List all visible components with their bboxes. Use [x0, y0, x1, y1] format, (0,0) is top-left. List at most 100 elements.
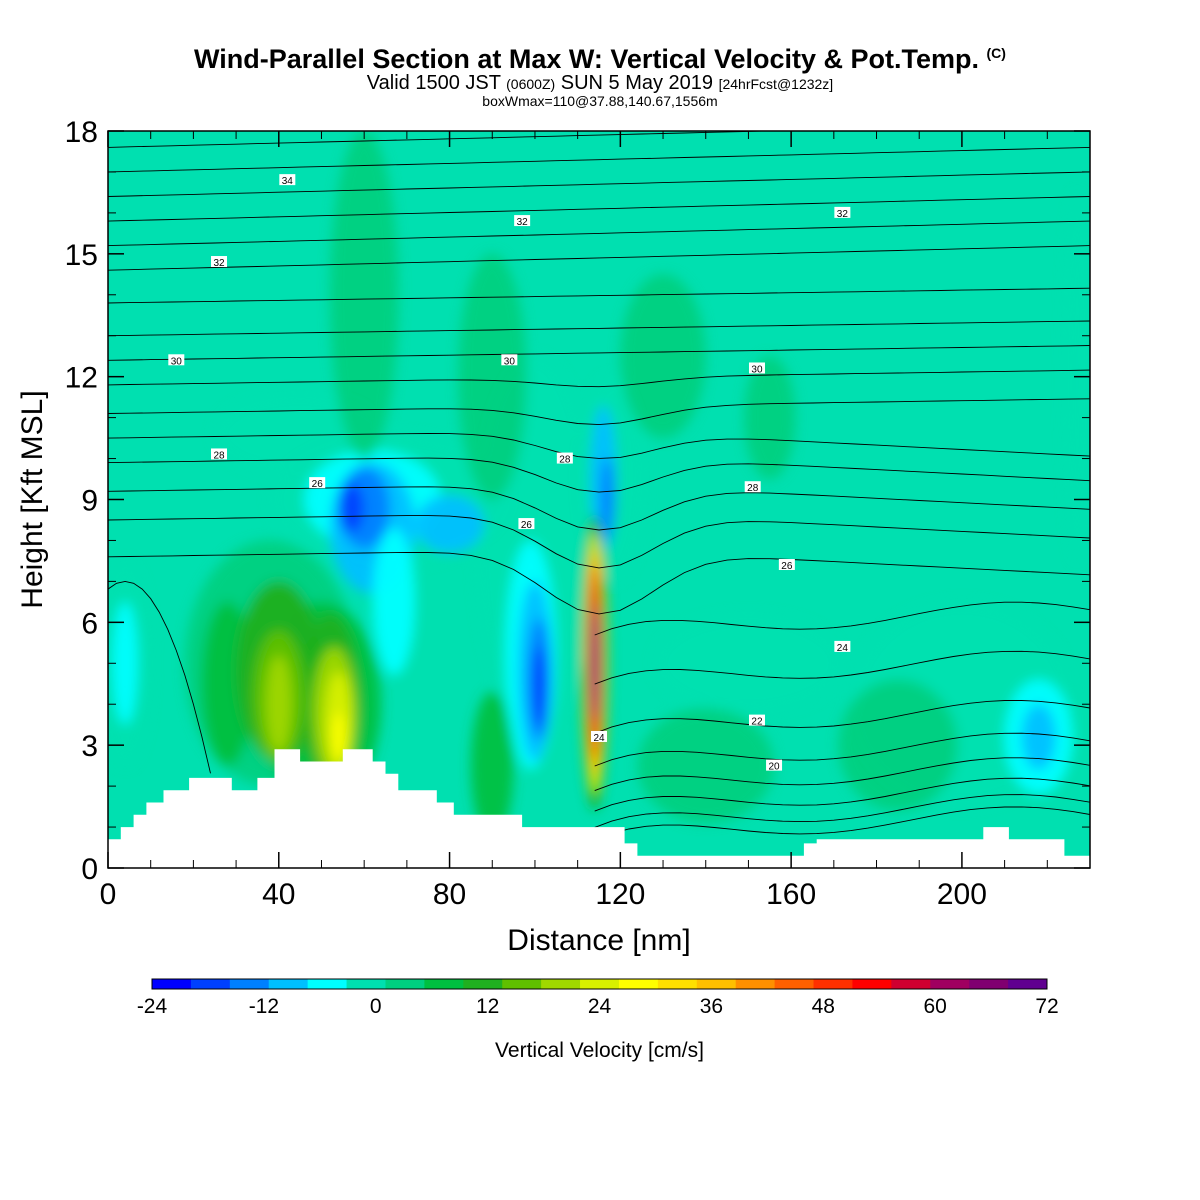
velocity-cell — [1021, 704, 1056, 770]
contour-label: 20 — [768, 762, 780, 773]
contour-label-box — [778, 559, 795, 571]
contour-label-box — [168, 354, 185, 366]
contour-label: 28 — [747, 483, 759, 494]
velocity-cell — [600, 458, 615, 541]
theta-contour-line — [108, 146, 1090, 173]
theta-contour-line — [108, 287, 1090, 304]
x-tick-label: 120 — [595, 878, 645, 911]
velocity-cell — [838, 679, 958, 811]
contour-label-box — [279, 174, 296, 186]
colorbar-swatch — [969, 979, 1009, 989]
colorbar-frame — [151, 978, 1048, 990]
theta-contour-line — [108, 457, 1090, 493]
x-tick-label: 40 — [262, 878, 295, 911]
chart-title: Wind-Parallel Section at Max W: Vertical… — [0, 44, 1200, 75]
velocity-cell — [620, 274, 706, 439]
theta-contour-line — [594, 757, 1090, 792]
colorbar-swatch — [385, 979, 425, 989]
colorbar-tick-label: 48 — [812, 995, 835, 1018]
terrain-mask — [108, 749, 1090, 868]
velocity-cell — [458, 253, 527, 500]
colorbar-swatch — [774, 979, 815, 989]
colorbar-swatch — [930, 979, 970, 989]
y-tick-label: 3 — [81, 730, 98, 763]
velocity-cell — [470, 691, 514, 840]
colorbar-tick-label: -12 — [249, 995, 279, 1018]
contour-label-box — [518, 518, 535, 530]
velocity-field: 34 32 32 32 30 30 30 28 28 28 26 26 26 24 24 22 20 — [108, 131, 1090, 868]
theta-contour-line — [594, 732, 1090, 767]
boxwmax-info: boxWmax=110@37.88,140.67,1556m — [482, 93, 718, 109]
colorbar-tick-label: 36 — [700, 995, 723, 1018]
colorbar-tick-label: 24 — [588, 995, 612, 1018]
theta-contour-line — [108, 196, 1090, 222]
velocity-cell — [372, 528, 416, 676]
theta-contour-line — [594, 650, 1090, 685]
contour-label-box — [834, 206, 851, 218]
velocity-cell — [415, 495, 484, 553]
x-axis-label: Distance [nm] — [507, 924, 690, 957]
contour-label: 26 — [521, 520, 533, 531]
theta-contour-line — [108, 345, 1090, 361]
contour-label-box — [748, 714, 765, 726]
colorbar-swatch — [307, 979, 348, 989]
colorbar-tick-label: 60 — [923, 995, 946, 1018]
velocity-cell — [112, 601, 138, 725]
theta-contour-line — [108, 486, 1090, 531]
colorbar-swatch — [735, 979, 776, 989]
theta-contour-line — [108, 580, 211, 774]
colorbar-tick-label: 0 — [370, 995, 382, 1018]
velocity-cell — [654, 614, 843, 713]
colorbar-swatch — [541, 979, 581, 989]
y-tick-label: 18 — [65, 116, 98, 149]
theta-contour-line — [108, 398, 1090, 426]
colorbar-swatch — [502, 979, 542, 989]
theta-contour-line — [108, 171, 1090, 197]
contour-label-box — [591, 730, 607, 742]
contour-label: 28 — [213, 450, 225, 461]
colorbar-swatch — [618, 979, 659, 989]
theta-contour-line — [594, 700, 1090, 734]
contour-label: 24 — [593, 733, 605, 744]
contour-label: 32 — [517, 217, 529, 228]
velocity-blobs — [108, 131, 1090, 840]
y-tick-label: 12 — [65, 362, 98, 395]
contour-label: 30 — [171, 356, 183, 367]
y-tick-label: 15 — [65, 239, 98, 272]
x-tick-label: 0 — [100, 878, 117, 911]
theta-contour-line — [108, 369, 1090, 388]
contour-label: 26 — [312, 479, 324, 490]
theta-contour-line — [108, 245, 1090, 271]
contour-label: 30 — [504, 356, 516, 367]
valid-time: Valid 1500 JST — [366, 72, 501, 94]
colorbar-swatch — [346, 979, 386, 989]
contour-label-box — [766, 759, 783, 771]
contour-label: 28 — [559, 455, 571, 466]
contour-label-box — [211, 448, 228, 460]
x-tick-label: 160 — [766, 878, 816, 911]
colorbar-swatch — [657, 979, 698, 989]
colorbar-swatch — [190, 979, 231, 989]
contour-label-box — [309, 477, 326, 489]
theta-contour-line — [594, 794, 1090, 828]
theta-contour-line — [594, 601, 1090, 636]
colorbar-tick-label: -24 — [137, 995, 168, 1018]
contour-label: 26 — [781, 561, 793, 572]
forecast-info: [24hrFcst@1232z] — [718, 76, 834, 92]
velocity-cell — [330, 131, 399, 459]
colorbar-label: Vertical Velocity [cm/s] — [495, 1039, 704, 1062]
velocity-cell — [637, 708, 775, 823]
copyright-mark: (C) — [986, 45, 1006, 61]
y-axis-label: Height [Kft MSL] — [16, 390, 49, 608]
chart-subtitle: Valid 1500 JST (0600Z) SUN 5 May 2019 [2… — [0, 72, 1200, 95]
velocity-cell — [532, 646, 547, 729]
y-tick-label: 6 — [81, 607, 98, 640]
theta-contour-line — [594, 777, 1090, 812]
contour-label: 24 — [837, 643, 849, 654]
contour-label-box — [211, 256, 228, 268]
colorbar-swatch — [580, 979, 620, 989]
x-tick-label: 80 — [433, 878, 466, 911]
theta-contour-line — [108, 220, 1090, 247]
colorbar-swatch — [268, 979, 309, 989]
